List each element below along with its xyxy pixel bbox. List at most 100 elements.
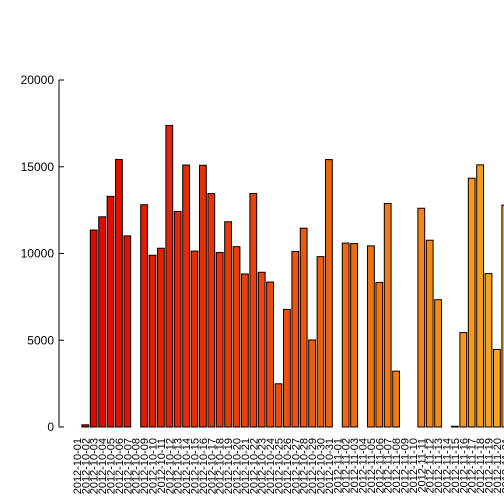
x-tick-label: 2012-11-04	[358, 438, 370, 493]
x-tick-label: 2012-11-01	[332, 438, 344, 493]
bar-2012-11-07	[383, 202, 392, 428]
y-tick-label: 15000	[21, 160, 55, 174]
bar-2012-10-19	[224, 221, 232, 428]
bar-2012-10-06	[115, 158, 123, 428]
x-tick-label: 2012-10-31	[324, 438, 336, 494]
bar-2012-10-29	[308, 339, 317, 428]
bars	[81, 124, 504, 428]
x-tick-label: 2012-10-20	[232, 438, 244, 494]
bar-2012-10-17	[207, 193, 216, 428]
bar-2012-11-17	[467, 177, 476, 428]
bar-2012-11-21	[501, 204, 504, 428]
bar-2012-11-15	[451, 425, 459, 428]
x-tick-label: 2012-10-07	[122, 438, 134, 494]
x-tick-label: 2012-11-11	[416, 438, 428, 493]
bar-2012-10-23	[257, 271, 266, 428]
x-tick-label: 2012-11-07	[383, 438, 395, 493]
x-tick-label: 2012-11-03	[349, 438, 361, 493]
x-tick-label: 2012-11-10	[408, 438, 420, 493]
x-tick-label: 2012-11-20	[492, 438, 504, 493]
x-tick-label: 2012-10-14	[181, 438, 193, 494]
x-tick-label: 2012-10-01	[72, 438, 84, 494]
bar-2012-11-19	[484, 273, 493, 428]
x-tick-label: 2012-11-08	[391, 438, 403, 493]
x-tick-label: 2012-10-16	[198, 438, 210, 494]
x-tick-label: 2012-10-19	[223, 438, 235, 494]
x-tick-label: 2012-11-09	[400, 438, 412, 493]
bar-2012-10-25	[274, 383, 283, 428]
x-tick-label: 2012-10-24	[265, 438, 277, 494]
x-tick-label: 2012-11-15	[450, 438, 462, 493]
x-tick-label: 2012-10-08	[131, 438, 143, 494]
bar-2012-11-18	[476, 164, 485, 428]
bar-2012-10-02	[81, 424, 90, 428]
x-tick-label: 2012-11-14	[442, 438, 454, 493]
bar-2012-10-10	[148, 254, 157, 428]
bar-2012-10-09	[140, 204, 148, 428]
bar-2012-10-30	[316, 256, 325, 428]
x-tick-label: 2012-10-05	[106, 438, 118, 494]
x-tick-label: 2012-10-26	[282, 438, 294, 494]
x-tick-label: 2012-10-18	[215, 438, 227, 494]
bar-2012-10-07	[123, 235, 132, 428]
y-tick-label: 10000	[21, 247, 55, 261]
x-tick-label: 2012-10-12	[164, 438, 176, 494]
bar-2012-10-18	[215, 252, 224, 428]
y-tick-label: 0	[47, 420, 54, 434]
bar-2012-10-14	[182, 164, 190, 428]
x-tick-label: 2012-11-17	[467, 438, 479, 493]
x-tick-label: 2012-10-03	[89, 438, 101, 494]
x-tick-label: 2012-11-19	[484, 438, 496, 493]
y-axis: 0 5000 10000 15000 20000	[21, 73, 64, 434]
bar-2012-11-05	[367, 245, 375, 428]
bar-2012-10-26	[283, 308, 291, 428]
bar-2012-10-20	[232, 246, 241, 428]
x-tick-label: 2012-11-12	[425, 438, 437, 493]
bar-2012-10-11	[157, 247, 165, 428]
x-tick-label: 2012-11-06	[374, 438, 386, 493]
bar-2012-10-31	[325, 159, 333, 428]
x-tick-label: 2012-10-21	[240, 438, 252, 494]
x-axis-labels: 2012-10-012012-10-022012-10-032012-10-04…	[72, 438, 504, 494]
x-tick-label: 2012-10-27	[290, 438, 302, 494]
bar-2012-10-16	[199, 164, 207, 428]
bar-2012-11-16	[459, 332, 468, 428]
bar-2012-10-24	[266, 281, 275, 428]
x-tick-label: 2012-10-28	[299, 438, 311, 494]
bar-2012-10-27	[291, 250, 300, 428]
y-tick-label: 5000	[27, 333, 54, 347]
x-tick-label: 2012-11-18	[475, 438, 487, 493]
bar-2012-11-08	[392, 370, 401, 428]
x-tick-label: 2012-11-16	[458, 438, 470, 493]
bar-2012-11-03	[350, 243, 359, 428]
x-tick-label: 2012-10-09	[139, 438, 151, 494]
x-tick-label: 2012-11-02	[341, 438, 353, 493]
bar-2012-11-20	[493, 348, 501, 428]
bar-2012-11-11	[417, 207, 426, 428]
bar-2012-11-06	[375, 281, 384, 428]
bar-2012-10-15	[190, 250, 199, 428]
y-tick-label: 20000	[21, 73, 55, 87]
bar-2012-11-13	[434, 299, 443, 428]
x-tick-label: 2012-10-10	[148, 438, 160, 494]
x-tick-label: 2012-10-11	[156, 438, 168, 493]
x-tick-label: 2012-10-23	[257, 438, 269, 494]
x-tick-label: 2012-10-06	[114, 438, 126, 494]
bar-2012-10-12	[165, 124, 174, 428]
bar-2012-10-13	[173, 210, 182, 428]
bar-2012-10-21	[241, 273, 249, 428]
x-tick-label: 2012-10-25	[274, 438, 286, 494]
x-tick-label: 2012-11-13	[433, 438, 445, 493]
bar-2012-10-05	[106, 195, 115, 428]
x-tick-label: 2012-10-30	[316, 438, 328, 494]
x-tick-label: 2012-10-02	[80, 438, 92, 494]
x-tick-label: 2012-10-04	[97, 438, 109, 494]
bar-2012-11-02	[341, 242, 350, 428]
x-tick-label: 2012-10-13	[173, 438, 185, 494]
bar-2012-10-03	[89, 229, 98, 428]
bar-2012-10-04	[98, 216, 106, 428]
x-tick-label: 2012-10-29	[307, 438, 319, 494]
bar-2012-11-12	[425, 239, 434, 428]
bar-2012-10-28	[299, 227, 308, 428]
